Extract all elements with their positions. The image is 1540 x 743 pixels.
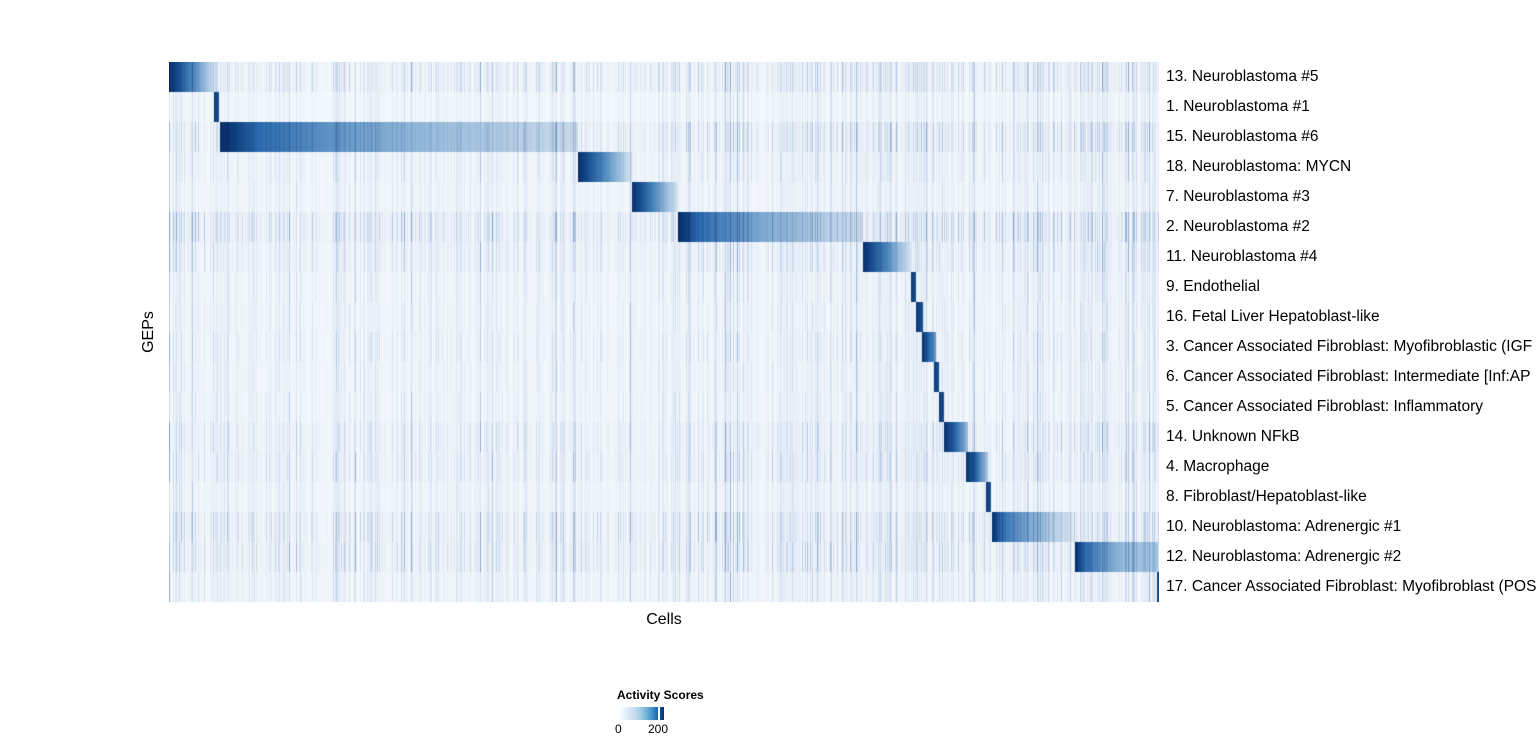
row-label: 8. Fibroblast/Hepatoblast-like — [1166, 488, 1367, 505]
row-label: 2. Neuroblastoma #2 — [1166, 218, 1310, 235]
row-label: 3. Cancer Associated Fibroblast: Myofibr… — [1166, 338, 1533, 355]
colorbar-tick-min: 0 — [615, 722, 622, 736]
colorbar-legend: Activity Scores 0 200 — [615, 688, 767, 737]
colorbar-tick-labels: 0 200 — [615, 722, 767, 737]
x-axis-title: Cells — [646, 611, 682, 628]
row-label: 7. Neuroblastoma #3 — [1166, 188, 1310, 205]
row-label: 9. Endothelial — [1166, 278, 1260, 295]
row-label: 12. Neuroblastoma: Adrenergic #2 — [1166, 548, 1402, 565]
row-label: 11. Neuroblastoma #4 — [1166, 248, 1318, 265]
row-label: 17. Cancer Associated Fibroblast: Myofib… — [1166, 578, 1537, 595]
row-label: 15. Neuroblastoma #6 — [1166, 128, 1319, 145]
colorbar-title: Activity Scores — [617, 688, 704, 702]
row-label: 4. Macrophage — [1166, 458, 1270, 475]
heatmap-plot-area — [169, 62, 1159, 602]
row-labels: 13. Neuroblastoma #5 1. Neuroblastoma #1 1… — [1166, 62, 1540, 602]
colorbar-tick-max: 200 — [647, 722, 669, 736]
colorbar-gradient — [617, 707, 664, 720]
row-label: 14. Unknown NFkB — [1166, 428, 1300, 445]
row-label: 10. Neuroblastoma: Adrenergic #1 — [1166, 518, 1402, 535]
colorbar-tick-200-mark — [658, 707, 660, 720]
row-label: 16. Fetal Liver Hepatoblast-like — [1166, 308, 1380, 325]
row-label: 18. Neuroblastoma: MYCN — [1166, 158, 1352, 175]
row-label: 5. Cancer Associated Fibroblast: Inflamm… — [1166, 398, 1484, 415]
row-label: 6. Cancer Associated Fibroblast: Interme… — [1166, 368, 1531, 385]
y-axis-title: GEPs — [140, 311, 157, 353]
row-label: 13. Neuroblastoma #5 — [1166, 68, 1319, 85]
row-label: 1. Neuroblastoma #1 — [1166, 98, 1310, 115]
